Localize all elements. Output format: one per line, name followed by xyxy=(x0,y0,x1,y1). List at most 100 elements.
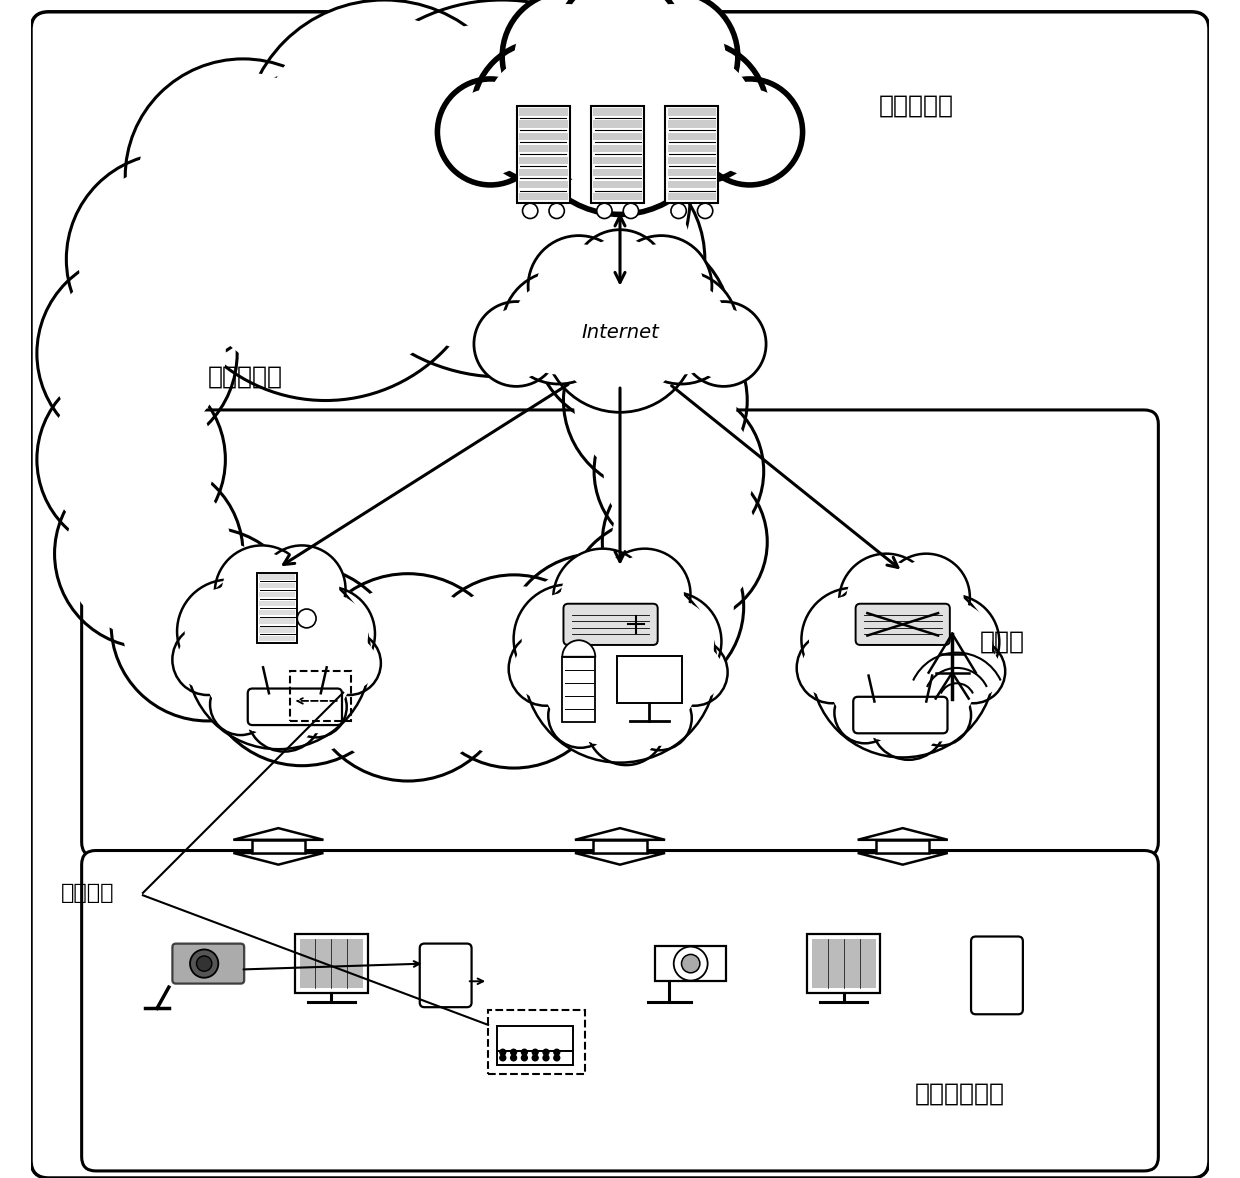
Circle shape xyxy=(839,687,890,739)
Bar xyxy=(257,573,298,643)
Circle shape xyxy=(139,73,347,280)
Circle shape xyxy=(905,595,999,689)
Circle shape xyxy=(847,561,926,641)
Circle shape xyxy=(523,570,717,762)
Circle shape xyxy=(811,574,994,757)
FancyBboxPatch shape xyxy=(563,604,657,646)
Circle shape xyxy=(161,71,491,401)
Bar xyxy=(295,934,368,993)
Circle shape xyxy=(66,471,232,636)
Circle shape xyxy=(697,204,713,219)
Wedge shape xyxy=(562,640,595,657)
Bar xyxy=(520,120,568,128)
Circle shape xyxy=(222,552,301,633)
Circle shape xyxy=(673,947,708,980)
Circle shape xyxy=(913,602,992,682)
Circle shape xyxy=(502,554,691,742)
FancyBboxPatch shape xyxy=(31,12,1209,1178)
Circle shape xyxy=(593,693,660,759)
Circle shape xyxy=(796,633,868,703)
Circle shape xyxy=(604,397,754,545)
Circle shape xyxy=(210,674,272,735)
Circle shape xyxy=(543,1050,549,1055)
Circle shape xyxy=(523,21,717,214)
Circle shape xyxy=(877,690,940,754)
Circle shape xyxy=(682,954,699,973)
Circle shape xyxy=(587,686,666,766)
Text: Internet: Internet xyxy=(582,323,658,342)
Circle shape xyxy=(622,593,722,690)
Bar xyxy=(259,601,295,607)
Polygon shape xyxy=(877,840,929,853)
Circle shape xyxy=(213,577,391,754)
Circle shape xyxy=(177,580,280,683)
Circle shape xyxy=(606,556,683,633)
Circle shape xyxy=(553,549,652,648)
Circle shape xyxy=(883,554,970,641)
Bar xyxy=(667,133,715,140)
Circle shape xyxy=(37,365,226,554)
Circle shape xyxy=(539,585,701,747)
Circle shape xyxy=(67,153,279,365)
Circle shape xyxy=(513,584,622,694)
Polygon shape xyxy=(858,853,947,865)
Circle shape xyxy=(125,59,361,294)
Circle shape xyxy=(445,97,653,304)
Circle shape xyxy=(304,574,512,781)
Circle shape xyxy=(610,236,712,337)
Circle shape xyxy=(179,630,237,689)
Circle shape xyxy=(243,0,526,283)
Circle shape xyxy=(870,684,946,760)
Bar xyxy=(497,1026,573,1051)
Circle shape xyxy=(574,319,737,482)
Circle shape xyxy=(946,644,1001,699)
Circle shape xyxy=(37,253,237,454)
Circle shape xyxy=(522,1050,527,1055)
Circle shape xyxy=(624,204,639,219)
Bar xyxy=(520,181,568,188)
Circle shape xyxy=(522,1055,527,1060)
Circle shape xyxy=(448,90,533,174)
Bar xyxy=(594,193,642,200)
Circle shape xyxy=(826,588,980,743)
Circle shape xyxy=(472,41,614,183)
Circle shape xyxy=(613,469,758,615)
Circle shape xyxy=(322,636,376,690)
Circle shape xyxy=(336,22,668,355)
Circle shape xyxy=(316,587,500,768)
Bar xyxy=(667,181,715,188)
Circle shape xyxy=(438,79,543,185)
Polygon shape xyxy=(575,828,665,840)
Circle shape xyxy=(508,631,583,706)
Circle shape xyxy=(265,552,339,626)
Bar xyxy=(520,108,568,115)
Circle shape xyxy=(603,459,768,624)
Bar xyxy=(259,575,295,580)
Circle shape xyxy=(549,204,564,219)
Bar xyxy=(259,610,295,615)
Bar xyxy=(259,583,295,589)
Circle shape xyxy=(562,556,645,640)
Circle shape xyxy=(418,575,610,768)
Circle shape xyxy=(502,271,615,384)
Circle shape xyxy=(429,587,599,756)
Circle shape xyxy=(570,0,670,87)
Bar xyxy=(667,168,715,177)
FancyBboxPatch shape xyxy=(419,944,471,1007)
Circle shape xyxy=(689,309,759,379)
Circle shape xyxy=(625,271,738,384)
Circle shape xyxy=(48,265,226,442)
Bar xyxy=(520,168,568,177)
Circle shape xyxy=(502,0,631,121)
Circle shape xyxy=(247,676,322,752)
Bar xyxy=(259,618,295,624)
Circle shape xyxy=(632,691,687,746)
Bar xyxy=(667,120,715,128)
Circle shape xyxy=(582,238,658,316)
Circle shape xyxy=(835,682,895,743)
Bar xyxy=(520,157,568,164)
Circle shape xyxy=(258,545,346,633)
Polygon shape xyxy=(233,828,324,840)
Circle shape xyxy=(707,90,792,174)
Circle shape xyxy=(839,554,934,648)
